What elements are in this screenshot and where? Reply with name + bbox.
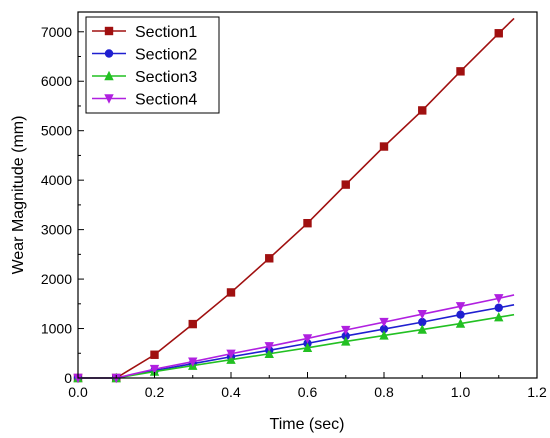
x-tick-label: 0.6 (298, 384, 318, 400)
data-point-section1 (265, 254, 274, 263)
y-tick-label: 2000 (41, 271, 72, 287)
series-line-section4 (78, 294, 515, 379)
data-point-section4 (264, 342, 274, 352)
data-point-section4 (455, 302, 466, 312)
x-tick-label: 1.2 (527, 384, 547, 400)
data-point-section3 (455, 318, 466, 328)
y-tick-label: 5000 (41, 123, 72, 139)
data-point-section1 (226, 288, 236, 297)
data-point-section4 (188, 357, 198, 367)
data-point-section3 (226, 354, 236, 364)
x-tick-label: 0.4 (221, 384, 241, 400)
data-point-section2 (379, 324, 389, 334)
series-section3 (73, 311, 515, 383)
y-tick-label: 1000 (41, 321, 72, 337)
data-point-section4 (379, 317, 389, 328)
data-point-section2 (456, 310, 465, 319)
data-point-section1 (418, 106, 427, 115)
data-point-section1 (341, 180, 350, 189)
y-tick-label: 7000 (41, 24, 72, 40)
legend-marker-section2 (104, 49, 114, 58)
data-point-section1 (494, 29, 503, 38)
legend: Section1 Section2 Section3 Section4 (85, 16, 220, 114)
data-point-section4 (226, 349, 236, 359)
data-point-section2 (418, 317, 427, 327)
data-point-section1 (188, 319, 197, 329)
data-point-section3 (341, 336, 351, 346)
data-point-section3 (264, 348, 274, 358)
x-tick-label: 1.0 (451, 384, 471, 400)
data-point-section1 (303, 218, 312, 228)
legend-marker-section3 (104, 70, 114, 81)
legend-label-section1: Section1 (135, 24, 197, 41)
data-point-section4 (417, 309, 427, 320)
legend-marker-section4 (104, 94, 114, 104)
series-line-section3 (78, 313, 515, 379)
data-point-section4 (494, 294, 504, 304)
series-section2 (73, 303, 515, 383)
data-point-section2 (494, 303, 503, 312)
legend-label-section2: Section2 (135, 47, 197, 64)
legend-marker-section1 (104, 26, 114, 36)
y-tick-label: 4000 (41, 172, 72, 188)
data-point-section3 (494, 311, 504, 322)
y-tick-label: 0 (64, 370, 72, 386)
y-tick-label: 6000 (41, 73, 72, 89)
data-point-section3 (379, 330, 389, 340)
y-tick-label: 3000 (41, 222, 72, 238)
x-tick-label: 0.0 (68, 384, 88, 400)
data-point-section4 (341, 325, 351, 336)
y-axis-title: Wear Magnitude (mm) (10, 116, 27, 275)
x-tick-label: 0.8 (374, 384, 394, 400)
data-point-section3 (417, 324, 427, 334)
data-point-section4 (302, 334, 313, 344)
data-point-section1 (456, 67, 465, 76)
x-tick-label: 0.2 (145, 384, 165, 400)
legend-label-section4: Section4 (135, 92, 197, 109)
data-point-section3 (302, 342, 313, 353)
x-axis-title: Time (sec) (270, 416, 345, 433)
legend-label-section3: Section3 (135, 69, 197, 86)
data-point-section4 (149, 364, 160, 375)
data-point-section2 (341, 331, 350, 341)
series-section4 (73, 294, 515, 384)
data-point-section1 (150, 350, 159, 359)
data-point-section1 (379, 142, 389, 151)
